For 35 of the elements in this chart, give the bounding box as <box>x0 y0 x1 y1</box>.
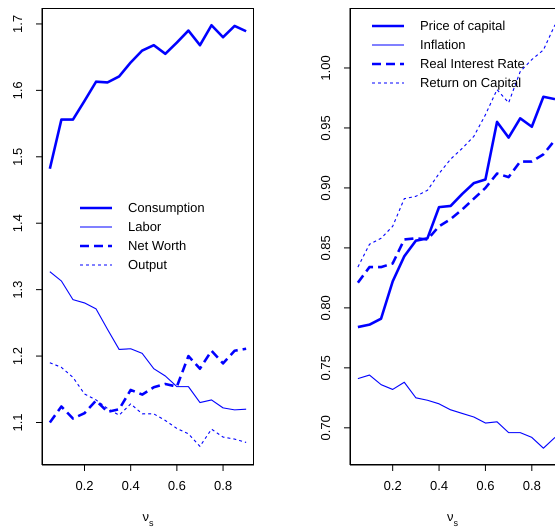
legend-label: Inflation <box>420 37 466 52</box>
x-axis-title: ν$_{s}$ <box>142 509 154 528</box>
y-tick-label: 0.75 <box>318 355 333 380</box>
y-tick-label: 1.00 <box>318 55 333 81</box>
y-tick-label: 0.70 <box>318 415 333 440</box>
x-tick-label: 0.4 <box>122 478 140 494</box>
y-tick-label: 1.4 <box>10 214 25 232</box>
x-tick-label: 0.6 <box>168 478 186 494</box>
y-tick-label: 1.5 <box>10 148 25 166</box>
x-tick-label: 0.6 <box>476 478 494 494</box>
legend-label: Net Worth <box>128 238 186 253</box>
y-tick-label: 0.95 <box>318 115 333 141</box>
x-tick-label: 0.8 <box>214 478 232 494</box>
x-tick-label: 0.2 <box>384 478 402 494</box>
y-tick-label: 0.80 <box>318 295 333 321</box>
y-tick-label: 1.7 <box>10 14 25 33</box>
y-tick-label: 1.1 <box>10 413 25 432</box>
legend-label: Return on Capital <box>420 75 522 90</box>
line-series <box>356 95 555 328</box>
line-series <box>357 374 555 449</box>
y-tick-label: 1.2 <box>10 347 25 366</box>
line-series <box>48 24 248 170</box>
x-tick-label: 0.4 <box>430 478 448 494</box>
x-tick-label: 0.8 <box>522 478 541 494</box>
y-tick-label: 0.85 <box>318 235 333 261</box>
x-tick-label: 0.2 <box>75 478 94 494</box>
x-axis-title: ν$_{s}$ <box>446 509 458 528</box>
y-tick-label: 1.6 <box>10 81 25 100</box>
legend-label: Consumption <box>128 200 205 215</box>
y-tick-label: 0.90 <box>318 175 333 201</box>
legend-label: Price of capital <box>420 18 506 33</box>
legend-label: Output <box>128 257 168 272</box>
y-tick-label: 1.3 <box>10 280 25 299</box>
legend-label: Real Interest Rate <box>420 56 525 71</box>
legend-label: Labor <box>128 219 162 234</box>
